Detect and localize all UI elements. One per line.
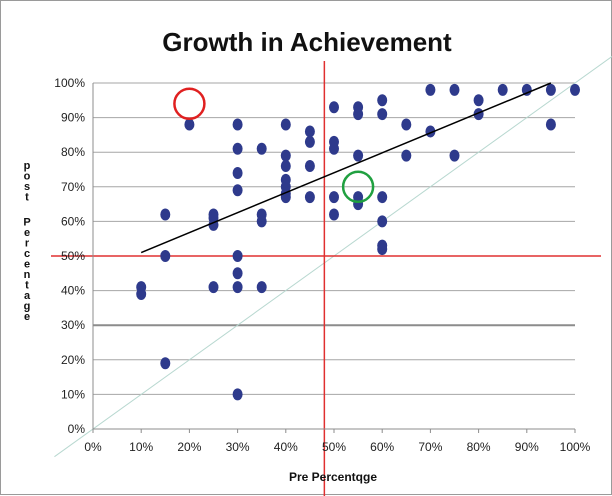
data-point	[280, 160, 291, 173]
data-point	[377, 94, 388, 107]
data-point	[232, 118, 243, 131]
data-point	[304, 125, 315, 138]
data-point	[353, 198, 364, 211]
data-point	[160, 250, 171, 262]
y-axis-label-glyph: P	[23, 217, 30, 229]
data-point	[449, 149, 460, 162]
x-axis-label: Pre Percentqge	[289, 470, 377, 484]
annotations	[173, 87, 375, 204]
data-point	[377, 108, 388, 121]
trendline-layer	[140, 82, 552, 254]
axes	[92, 83, 576, 433]
y-tick-label: 100%	[54, 76, 85, 90]
data-point	[329, 142, 339, 155]
data-point	[184, 118, 195, 131]
reference-lines	[51, 55, 612, 496]
x-tick-label: 30%	[226, 440, 250, 454]
y-axis-label-glyph: e	[24, 227, 30, 239]
x-tick-label: 20%	[177, 440, 201, 454]
x-tick-label: 0%	[84, 440, 102, 454]
data-point	[545, 118, 556, 131]
data-point	[232, 250, 243, 262]
data-point	[232, 281, 243, 294]
annotation-circle	[173, 87, 206, 121]
y-tick-label: 50%	[61, 249, 85, 263]
data-point	[473, 94, 484, 107]
y-axis-label-glyph: p	[24, 160, 31, 172]
data-points	[136, 83, 580, 401]
data-point	[377, 215, 388, 228]
data-point	[377, 243, 388, 256]
data-point	[401, 118, 412, 131]
x-tick-label: 90%	[515, 440, 539, 454]
gridlines	[93, 82, 575, 395]
data-point	[353, 108, 364, 121]
data-point	[329, 101, 339, 114]
y-axis-label-glyph: g	[24, 301, 31, 313]
x-tick-label: 10%	[129, 440, 153, 454]
data-point	[136, 288, 147, 301]
data-point	[256, 215, 267, 228]
y-axis-label-glyph: t	[25, 192, 29, 204]
data-point	[497, 83, 508, 96]
y-tick-label: 80%	[61, 145, 85, 159]
y-tick-label: 30%	[61, 318, 85, 332]
x-tick-label: 50%	[322, 440, 346, 454]
data-point	[256, 142, 267, 155]
y-axis-label-glyph: e	[24, 311, 30, 323]
x-tick-label: 70%	[418, 440, 442, 454]
y-axis-label-glyph: o	[24, 171, 31, 183]
y-tick-label: 0%	[68, 422, 86, 436]
data-point	[353, 149, 364, 162]
y-tick-label: 70%	[61, 180, 85, 194]
data-point	[256, 281, 267, 294]
x-tick-label: 60%	[370, 440, 394, 454]
data-point	[377, 191, 388, 204]
tick-labels: 0% 10% 20% 30% 40% 50% 60% 70% 80% 90% 100% 0% 10% 20…	[54, 76, 590, 454]
data-point	[232, 184, 243, 197]
y-axis-label-glyph: a	[24, 290, 31, 302]
data-point	[401, 149, 412, 162]
data-point	[208, 281, 219, 294]
x-tick-label: 40%	[274, 440, 298, 454]
data-point	[280, 118, 291, 131]
data-point	[304, 135, 315, 148]
data-point	[329, 208, 339, 221]
data-point	[545, 83, 556, 96]
data-point	[570, 83, 580, 96]
data-point	[521, 83, 532, 96]
y-tick-label: 20%	[61, 353, 85, 367]
data-point	[232, 388, 243, 401]
y-axis-label-glyph: c	[24, 248, 30, 260]
chart-title: Growth in Achievement	[162, 27, 452, 57]
x-tick-label: 100%	[560, 440, 591, 454]
data-point	[449, 83, 460, 96]
y-tick-label: 40%	[61, 284, 85, 298]
y-axis-label-glyph: t	[25, 280, 29, 292]
y-axis-label-glyph: n	[24, 269, 31, 281]
data-point	[280, 149, 291, 162]
data-point	[425, 83, 436, 96]
data-point	[329, 191, 339, 204]
y-tick-label: 90%	[61, 111, 85, 125]
annotation-circle	[341, 170, 375, 204]
x-tick-label: 80%	[467, 440, 491, 454]
data-point	[160, 357, 171, 370]
data-point	[232, 267, 243, 280]
trendline	[140, 82, 552, 254]
data-point	[232, 166, 243, 179]
data-point	[304, 160, 315, 173]
y-tick-label: 60%	[61, 214, 85, 228]
y-axis-label-glyph: e	[24, 259, 30, 271]
data-point	[304, 191, 315, 204]
y-tick-label: 10%	[61, 387, 85, 401]
data-point	[160, 208, 171, 221]
y-axis-label-glyph: s	[24, 181, 30, 193]
data-point	[232, 142, 243, 155]
y-axis-label-glyph: r	[25, 238, 30, 250]
